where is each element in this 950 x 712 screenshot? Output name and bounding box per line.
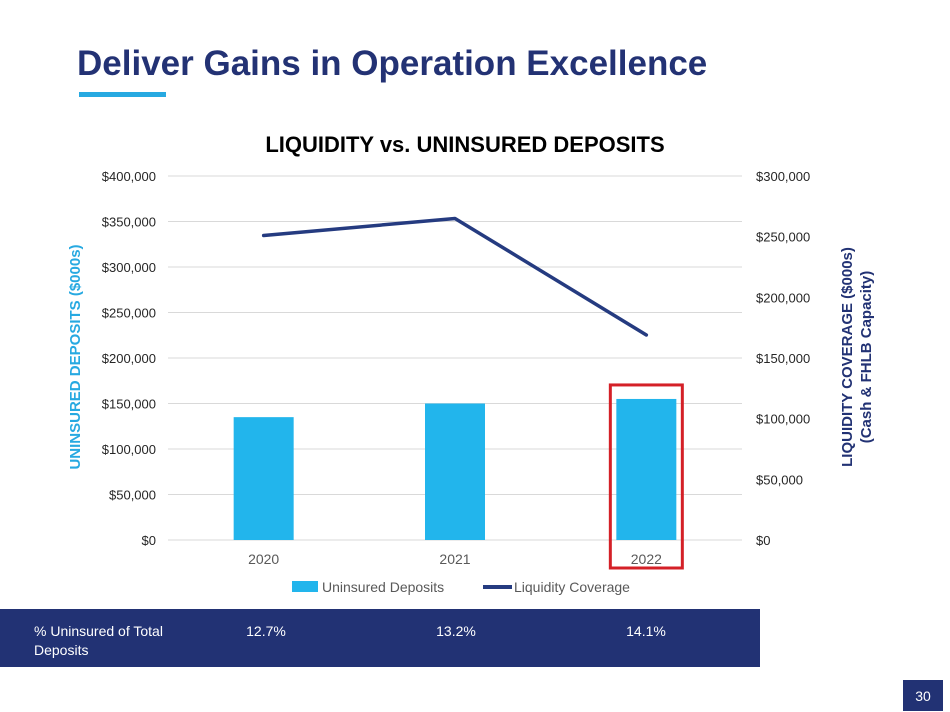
x-label-2022: 2022 xyxy=(631,551,662,567)
left-tick-label: $400,000 xyxy=(102,169,156,184)
right-tick-label: $250,000 xyxy=(756,230,810,245)
right-axis-ticks: $0 $50,000 $100,000 $150,000 $200,000 $250,00… xyxy=(756,169,810,548)
uninsured-percent-2022: 14.1% xyxy=(626,623,666,639)
x-label-2021: 2021 xyxy=(439,551,470,567)
left-tick-label: $0 xyxy=(142,533,156,548)
legend-bar-label: Uninsured Deposits xyxy=(322,579,444,595)
left-tick-label: $150,000 xyxy=(102,397,156,412)
x-label-2020: 2020 xyxy=(248,551,279,567)
bar-2020 xyxy=(233,417,294,540)
right-axis-label-line1: LIQUIDITY COVERAGE ($000s) xyxy=(839,247,856,467)
left-tick-label: $100,000 xyxy=(102,442,156,457)
chart-legend: Uninsured Deposits Liquidity Coverage xyxy=(292,579,630,595)
liquidity-coverage-line xyxy=(261,216,649,337)
legend-bar-swatch xyxy=(292,581,318,592)
uninsured-percent-2021: 13.2% xyxy=(436,623,476,639)
left-tick-label: $250,000 xyxy=(102,306,156,321)
title-underline xyxy=(79,92,166,97)
left-tick-label: $300,000 xyxy=(102,260,156,275)
right-tick-label: $50,000 xyxy=(756,472,803,487)
right-tick-label: $100,000 xyxy=(756,412,810,427)
right-tick-label: $0 xyxy=(756,533,770,548)
uninsured-percent-label: % Uninsured of Total Deposits xyxy=(34,623,163,658)
highlight-box-2022 xyxy=(608,383,684,570)
bar-2022 xyxy=(616,398,677,540)
page-number: 30 xyxy=(903,680,943,711)
liquidity-chart: LIQUIDITY vs. UNINSURED DEPOSITS $0 $50,0… xyxy=(67,132,875,595)
left-axis-label: UNINSURED DEPOSITS ($000s) xyxy=(67,244,84,469)
legend-line-label: Liquidity Coverage xyxy=(514,579,630,595)
bar-series xyxy=(233,398,677,540)
x-axis-labels: 2020 2021 2022 xyxy=(248,551,662,567)
left-tick-label: $50,000 xyxy=(109,488,156,503)
uninsured-percent-2020: 12.7% xyxy=(246,623,286,639)
chart-title: LIQUIDITY vs. UNINSURED DEPOSITS xyxy=(265,132,664,157)
line-series xyxy=(261,216,649,337)
right-tick-label: $300,000 xyxy=(756,169,810,184)
left-axis-ticks: $0 $50,000 $100,000 $150,000 $200,000 $250,00… xyxy=(102,169,156,548)
left-tick-label: $350,000 xyxy=(102,215,156,230)
uninsured-percent-row: % Uninsured of Total Deposits 12.7% 13.2… xyxy=(0,609,760,667)
right-tick-label: $150,000 xyxy=(756,351,810,366)
right-axis-label-line2: (Cash & FHLB Capacity) xyxy=(858,271,875,444)
bar-2021 xyxy=(425,403,485,540)
page-title: Deliver Gains in Operation Excellence xyxy=(77,44,708,83)
right-tick-label: $200,000 xyxy=(756,290,810,305)
left-tick-label: $200,000 xyxy=(102,351,156,366)
